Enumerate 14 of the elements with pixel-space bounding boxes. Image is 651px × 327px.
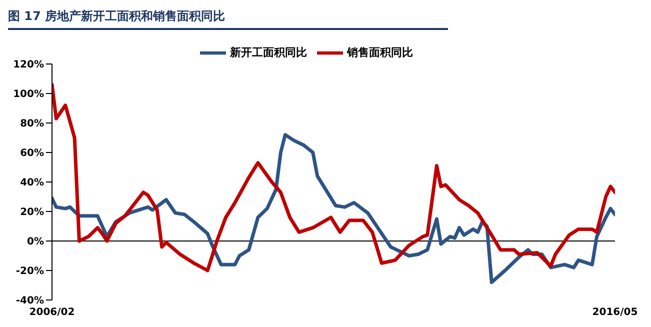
chart-title: 图 17 房地产新开工面积和销售面积同比 bbox=[8, 8, 448, 30]
x-tick-label: 2006/02 bbox=[29, 307, 75, 318]
legend-label: 新开工面积同比 bbox=[230, 46, 307, 60]
y-tick-label: 120% bbox=[13, 60, 44, 71]
y-tick-label: 80% bbox=[20, 118, 44, 130]
y-tick-label: -20% bbox=[16, 266, 44, 278]
y-tick-label: 100% bbox=[13, 89, 44, 100]
y-tick-label: 40% bbox=[20, 178, 44, 189]
legend-label: 销售面积同比 bbox=[347, 46, 413, 60]
y-tick-label: 60% bbox=[20, 148, 44, 160]
y-tick-label: 20% bbox=[20, 207, 44, 218]
x-tick-label: 2016/05 bbox=[592, 307, 638, 318]
y-tick-label: 0% bbox=[27, 236, 44, 248]
y-tick-label: -40% bbox=[16, 296, 44, 307]
